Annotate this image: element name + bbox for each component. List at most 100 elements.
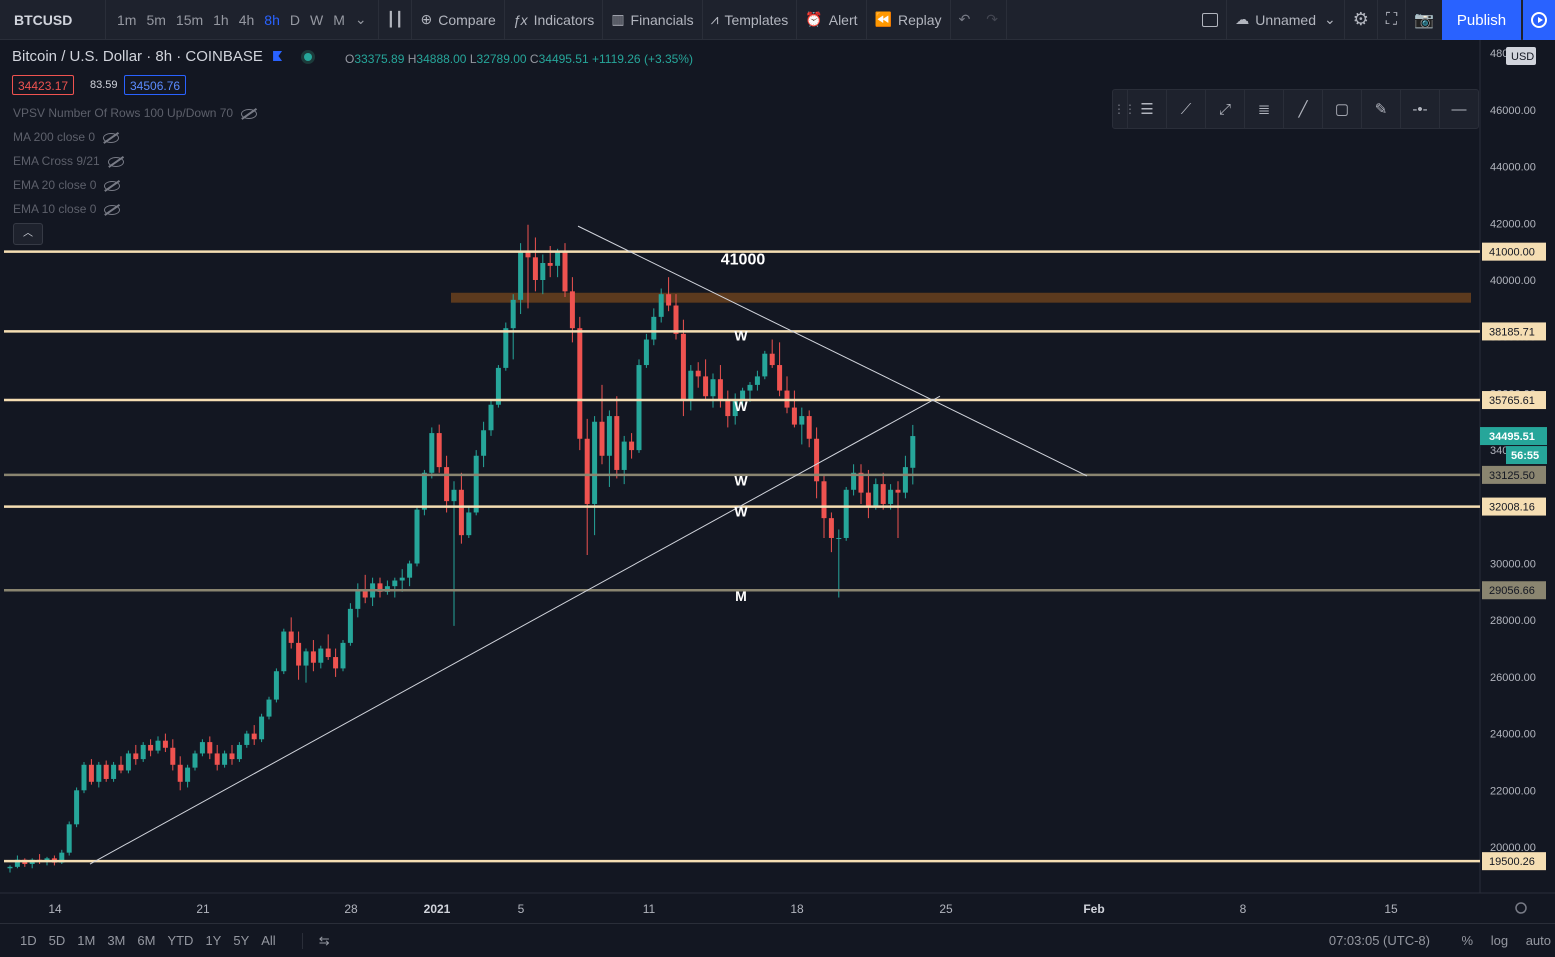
financials-label: Financials: [630, 11, 694, 28]
trend-line-tool[interactable]: ⟋: [1166, 90, 1205, 128]
candle-body: [177, 764, 183, 782]
candle-body: [880, 484, 886, 504]
candle-body: [621, 441, 627, 470]
sell-price-button[interactable]: 34423.17: [12, 75, 75, 95]
eye-hidden-icon[interactable]: [104, 180, 121, 191]
symbol-title[interactable]: Bitcoin / U.S. Dollar · 8h · COINBASE: [12, 48, 263, 65]
settings-gear-icon[interactable]: [1515, 902, 1527, 914]
bar-chart-icon: ▥: [611, 11, 625, 27]
eye-hidden-icon[interactable]: [107, 156, 124, 167]
indicator-ema-cross[interactable]: EMA Cross 9/21: [13, 154, 124, 168]
timeframe-All[interactable]: All: [261, 933, 276, 948]
candle-body: [296, 642, 302, 666]
currency-box[interactable]: [1506, 47, 1536, 65]
horizontal-lines-tool[interactable]: ☰: [1127, 90, 1166, 128]
horizontal-line-tool[interactable]: —: [1439, 90, 1478, 128]
drag-handle-icon[interactable]: ⋮⋮: [1113, 102, 1136, 116]
timeframe-1M[interactable]: 1M: [77, 933, 96, 948]
candle-body: [688, 370, 694, 400]
symbol-search[interactable]: BTCUSD: [0, 0, 106, 40]
timeframe-6M[interactable]: 6M: [137, 933, 156, 948]
brush-tool[interactable]: ✎: [1361, 90, 1400, 128]
timeframe-1D[interactable]: 1D: [20, 933, 37, 948]
indicator-vpsv[interactable]: VPSV Number Of Rows 100 Up/Down 70: [13, 106, 258, 120]
clock-time[interactable]: 07:03:05 (UTC-8): [1328, 933, 1430, 948]
eye-hidden-icon[interactable]: [103, 132, 120, 143]
spread-value: 83.59: [90, 79, 118, 91]
candle-body: [155, 740, 161, 751]
timeframe-1Y[interactable]: 1Y: [205, 933, 222, 948]
candle-body: [569, 291, 575, 329]
alert-label: Alert: [828, 11, 858, 28]
candle-body: [214, 753, 220, 765]
line-tool[interactable]: ╱: [1283, 90, 1322, 128]
publish-button[interactable]: Publish: [1442, 0, 1521, 40]
ascending-trendline[interactable]: [89, 395, 941, 865]
interval-8h[interactable]: 8h: [264, 11, 280, 28]
interval-W[interactable]: W: [310, 11, 324, 28]
parallel-channel-tool[interactable]: ≣: [1244, 90, 1283, 128]
compare-label: Compare: [438, 11, 496, 28]
chart-annotation-label: W: [734, 398, 748, 414]
candle-body: [229, 753, 235, 760]
layout-toggle-button[interactable]: [1194, 0, 1228, 40]
cloud-icon: ☁: [1235, 11, 1250, 27]
percent-toggle[interactable]: %: [1461, 933, 1474, 948]
candle-body: [458, 489, 464, 536]
layout-name-button[interactable]: ☁ Unnamed ⌄: [1227, 0, 1345, 40]
indicators-button[interactable]: ƒx Indicators: [505, 0, 604, 40]
indicator-ema10[interactable]: EMA 10 close 0: [13, 202, 121, 216]
log-toggle[interactable]: log: [1490, 933, 1509, 948]
interval-1m[interactable]: 1m: [117, 11, 137, 28]
financials-button[interactable]: ▥ Financials: [603, 0, 703, 40]
chart-type-button[interactable]: ┃┃: [379, 0, 413, 40]
horizontal-ray-tool[interactable]: -•-: [1400, 90, 1439, 128]
redo-button[interactable]: ↷: [978, 0, 1008, 40]
timeframe-5Y[interactable]: 5Y: [233, 933, 250, 948]
interval-15m[interactable]: 15m: [175, 11, 204, 28]
eye-hidden-icon[interactable]: [241, 108, 258, 119]
candle-body: [377, 583, 383, 592]
auto-toggle[interactable]: auto: [1525, 933, 1551, 948]
candle-body: [547, 262, 553, 266]
candle-body: [399, 577, 405, 581]
candle-body: [910, 436, 916, 468]
rectangle-tool[interactable]: ▢: [1322, 90, 1361, 128]
snapshot-button[interactable]: 📷: [1406, 0, 1442, 40]
replay-button[interactable]: ⏪ Replay: [867, 0, 951, 40]
bottom-toolbar: 1D 5D 1M 3M 6M YTD 1Y 5Y All ⇆ 07:03:05 (UTC-8) …: [0, 923, 1555, 957]
ray-tool[interactable]: ⤢: [1205, 90, 1244, 128]
camera-icon: 📷: [1414, 11, 1434, 29]
candle-body: [865, 492, 871, 507]
brush-icon: ✎: [1374, 101, 1388, 118]
undo-button[interactable]: ↶: [951, 0, 979, 40]
gear-icon: ⚙: [1352, 9, 1369, 29]
market-status-dot: [304, 53, 313, 61]
interval-D[interactable]: D: [289, 11, 300, 28]
date-range-icon[interactable]: ⇆: [301, 932, 330, 949]
timeframe-3M[interactable]: 3M: [107, 933, 126, 948]
templates-button[interactable]: ⩘ Templates: [703, 0, 798, 40]
timeframe-5D[interactable]: 5D: [48, 933, 66, 948]
indicator-ma200[interactable]: MA 200 close 0: [13, 130, 120, 144]
play-button[interactable]: [1523, 0, 1555, 40]
compare-button[interactable]: ⊕ Compare: [412, 0, 505, 40]
collapse-legend-button[interactable]: ︿: [13, 223, 43, 245]
interval-1h[interactable]: 1h: [213, 11, 229, 28]
alert-button[interactable]: ⏰ Alert: [797, 0, 867, 40]
interval-4h[interactable]: 4h: [238, 11, 255, 28]
candle-body: [407, 563, 413, 578]
chevron-up-icon: ︿: [23, 228, 33, 239]
resistance-zone[interactable]: [451, 292, 1471, 303]
timeframe-YTD[interactable]: YTD: [167, 933, 194, 948]
descending-trendline[interactable]: [577, 225, 1088, 477]
indicator-ema20[interactable]: EMA 20 close 0: [13, 178, 121, 192]
chevron-down-icon[interactable]: ⌄: [354, 11, 367, 27]
interval-M[interactable]: M: [333, 11, 345, 28]
fullscreen-button[interactable]: ⛶: [1378, 0, 1407, 40]
settings-button[interactable]: ⚙: [1345, 0, 1378, 40]
eye-hidden-icon[interactable]: [104, 204, 121, 215]
buy-price-button[interactable]: 34506.76: [124, 75, 187, 95]
interval-5m[interactable]: 5m: [146, 11, 166, 28]
